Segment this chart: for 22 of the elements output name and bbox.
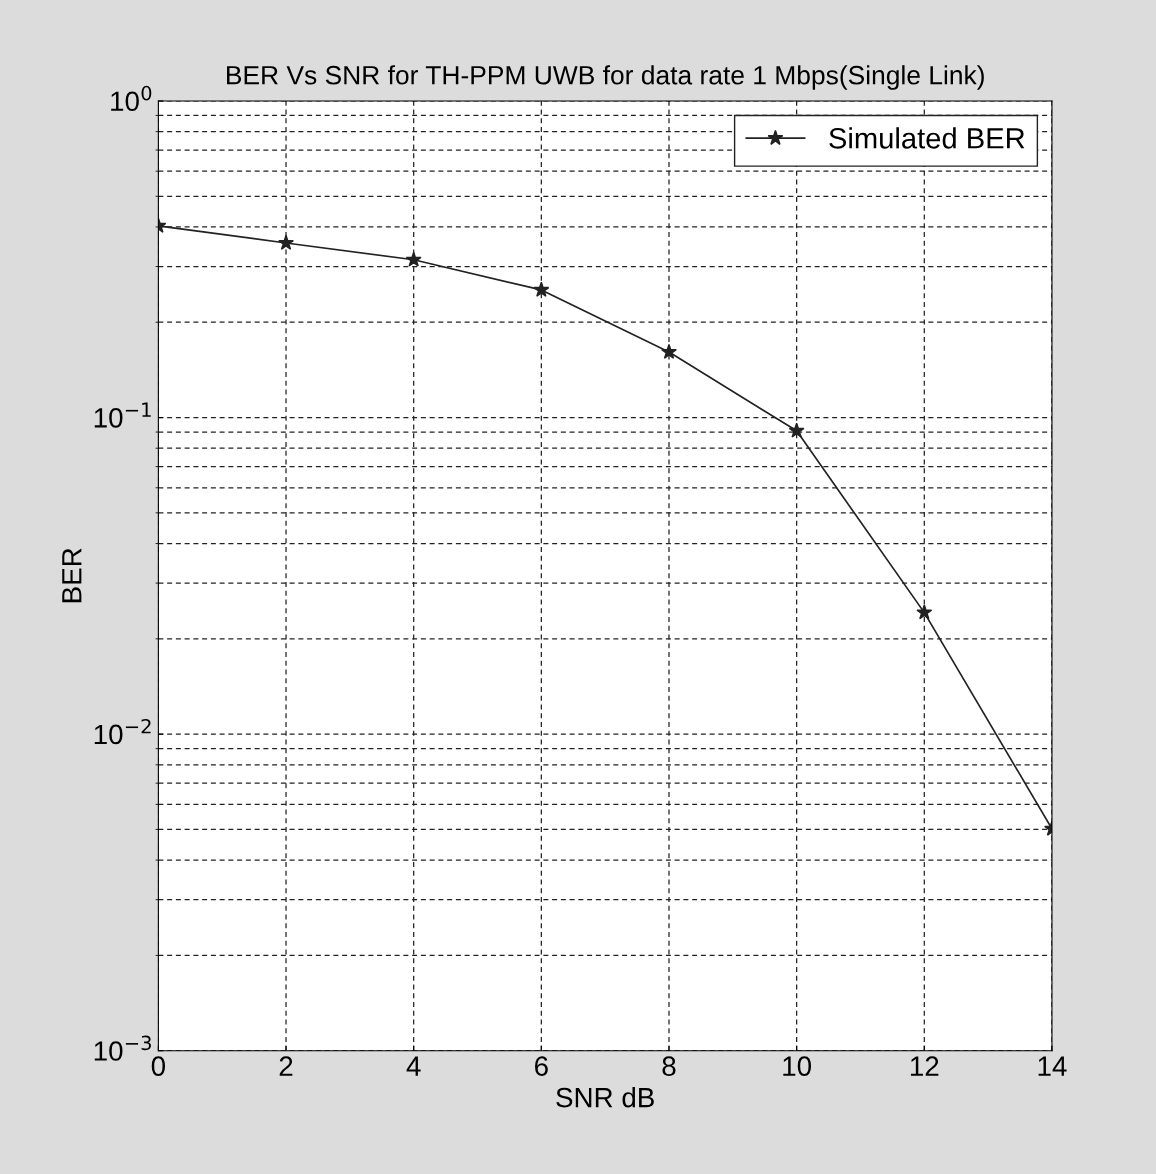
x-axis-title: SNR dB	[556, 1087, 654, 1108]
chart-title: BER Vs SNR for TH-PPM UWB for data rate 1 Mbps(Single Link)	[227, 65, 984, 90]
x-tick-label: 14	[1038, 1056, 1067, 1076]
y-tick-label: 10$^{0}$	[111, 85, 152, 112]
x-tick-label: 12	[910, 1056, 939, 1076]
y-axis-title: BER	[62, 548, 82, 603]
x-tick-label: 8	[662, 1056, 676, 1076]
x-tick-label: 10	[783, 1056, 812, 1076]
x-tick-label: 2	[279, 1056, 293, 1076]
y-tick-label: 10$^{−1}$	[94, 402, 151, 428]
y-tick-label: 10$^{−2}$	[94, 718, 151, 745]
point	[405, 251, 422, 267]
x-tick-label: 6	[535, 1056, 548, 1076]
point	[278, 234, 294, 250]
x-tick-label: 4	[406, 1056, 421, 1076]
point	[661, 343, 677, 359]
point	[533, 281, 550, 297]
x-tick-label: 0	[151, 1056, 166, 1076]
point	[788, 422, 805, 438]
y-tick-label: 10$^{−3}$	[94, 1035, 151, 1061]
point	[916, 604, 933, 620]
legend-label: Simulated BER	[829, 127, 1025, 149]
